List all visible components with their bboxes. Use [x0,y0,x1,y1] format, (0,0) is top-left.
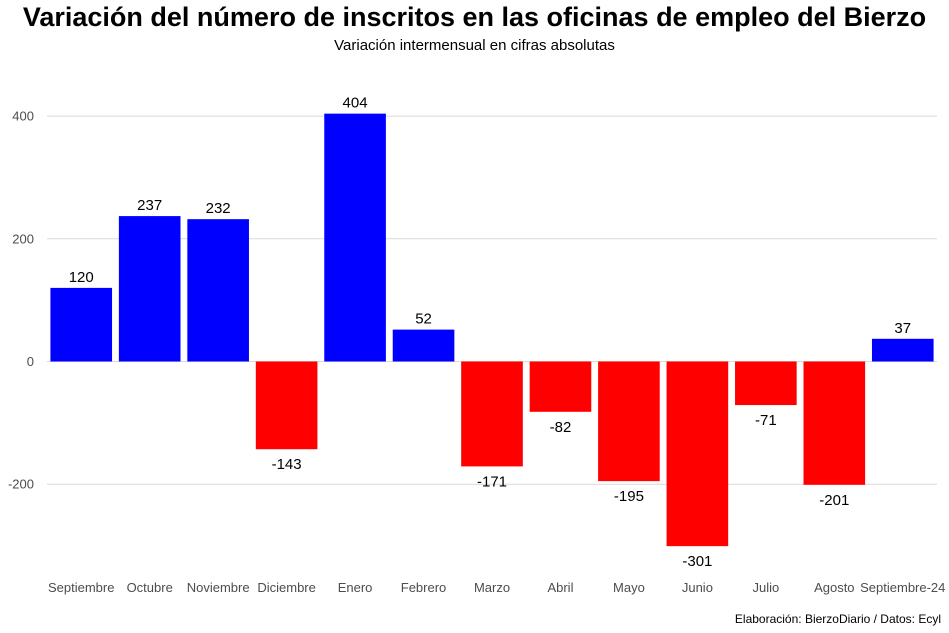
data-label: 120 [69,269,94,286]
bar [187,219,249,362]
data-label: -82 [550,419,572,436]
x-tick-label: Marzo [474,580,510,595]
x-tick-label: Agosto [814,580,854,595]
chart-title: Variación del número de inscritos en las… [22,2,927,32]
bar [324,113,386,362]
bar [871,338,934,362]
chart-caption: Elaboración: BierzoDiario / Datos: Ecyl [734,612,941,626]
data-label: -171 [477,473,507,490]
y-tick-label: 0 [27,354,34,369]
x-tick-label: Julio [752,580,779,595]
y-axis-ticks: -200 0 200 400 [8,109,34,492]
x-tick-label: Febrero [401,580,447,595]
data-label: 37 [894,320,911,337]
bar [255,361,318,450]
x-tick-label: Septiembre-24 [860,580,945,595]
bar [735,361,797,406]
chart-subtitle: Variación intermensual en cifras absolut… [334,37,615,54]
x-tick-label: Octubre [127,580,173,595]
bar [666,361,729,547]
data-label: -143 [272,456,302,473]
bar [50,287,113,362]
x-tick-label: Junio [682,580,713,595]
bar [803,361,866,485]
x-tick-label: Septiembre [48,580,114,595]
x-tick-label: Noviembre [187,580,250,595]
data-label: 237 [137,197,162,214]
bar [118,216,181,362]
data-label: -71 [755,412,777,429]
data-labels: 120 237 232 -143 404 52 -171 -82 -195 -301 -71 -201… [69,95,911,571]
x-tick-label: Enero [338,580,373,595]
y-tick-label: -200 [8,477,34,492]
bar [598,361,660,482]
x-tick-label: Abril [547,580,573,595]
bars [50,113,934,547]
data-label: 404 [343,95,368,112]
x-axis-ticks: Septiembre Octubre Noviembre Diciembre Enero… [48,580,945,595]
x-tick-label: Mayo [613,580,645,595]
y-tick-label: 400 [12,109,34,124]
data-label: 232 [206,200,231,217]
data-label: -301 [682,553,712,570]
y-tick-label: 200 [12,231,34,246]
x-tick-label: Diciembre [257,580,316,595]
bar [392,329,455,362]
data-label: -195 [614,488,644,505]
data-label: -201 [819,492,849,509]
bar [529,361,592,412]
data-label: 52 [415,311,432,328]
bar [461,361,523,467]
